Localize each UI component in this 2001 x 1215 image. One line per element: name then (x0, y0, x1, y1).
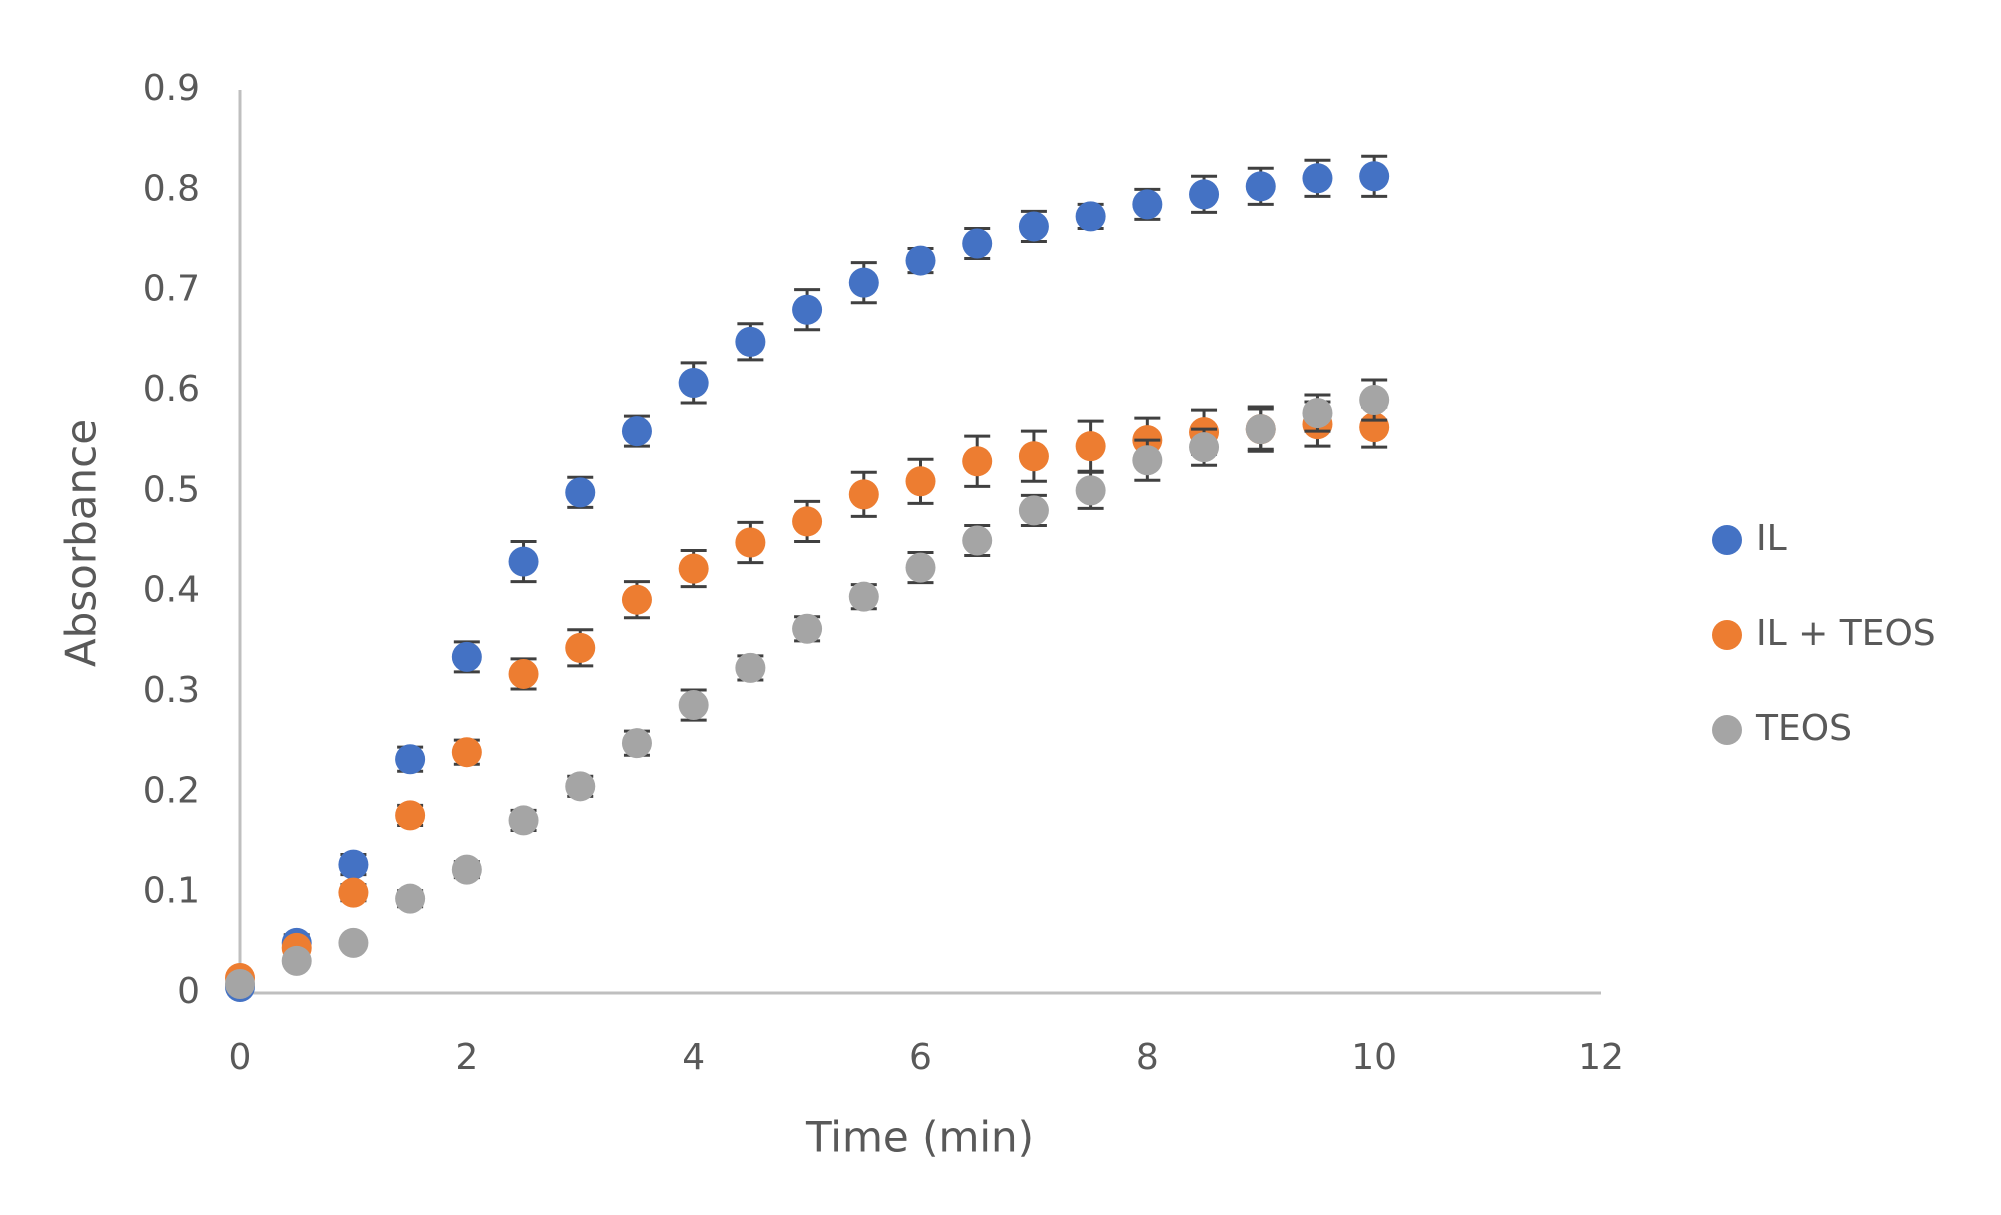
point (395, 744, 426, 775)
point (962, 446, 993, 477)
point (848, 267, 879, 298)
point (1075, 201, 1106, 232)
y-tick-label: 0.2 (143, 770, 200, 811)
point (735, 652, 766, 683)
point (1359, 161, 1390, 192)
point (962, 525, 993, 556)
point (1302, 398, 1333, 429)
point (508, 658, 539, 689)
y-tick-label: 0.3 (143, 670, 200, 711)
point (735, 527, 766, 558)
x-tick-label: 8 (1136, 1037, 1159, 1078)
point (621, 584, 652, 615)
point (1018, 211, 1049, 242)
x-tick-label: 0 (229, 1037, 252, 1078)
y-tick-label: 0.5 (143, 469, 200, 510)
point (735, 326, 766, 357)
point (1075, 431, 1106, 462)
point (905, 245, 936, 276)
point (338, 849, 369, 880)
point (281, 945, 312, 976)
point (1245, 171, 1276, 202)
y-tick-label: 0.8 (143, 168, 200, 209)
point (1189, 432, 1220, 463)
x-axis-title: Time (min) (805, 1113, 1034, 1162)
point (905, 552, 936, 583)
point (338, 927, 369, 958)
point (338, 877, 369, 908)
point (792, 506, 823, 537)
point (678, 690, 709, 721)
legend-label: IL + TEOS (1756, 613, 1936, 654)
point (451, 854, 482, 885)
point (678, 367, 709, 398)
point (565, 477, 596, 508)
point (1018, 495, 1049, 526)
x-tick-label: 6 (909, 1037, 932, 1078)
point (395, 800, 426, 831)
y-tick-label: 0.1 (143, 871, 200, 912)
point (508, 805, 539, 836)
legend-marker (1712, 525, 1742, 555)
point (508, 546, 539, 577)
point (1359, 385, 1390, 416)
point (621, 416, 652, 447)
point (678, 553, 709, 584)
x-tick-label: 12 (1578, 1037, 1624, 1078)
x-tick-label: 2 (455, 1037, 478, 1078)
point (451, 737, 482, 768)
point (848, 479, 879, 510)
legend-label: IL (1756, 518, 1787, 559)
point (1189, 179, 1220, 210)
point (1302, 163, 1333, 194)
point (1245, 414, 1276, 445)
point (565, 632, 596, 663)
y-tick-label: 0 (177, 971, 200, 1012)
y-tick-label: 0.7 (143, 269, 200, 310)
y-axis-title: Absorbance (57, 419, 106, 667)
point (225, 968, 255, 999)
x-tick-label: 4 (682, 1037, 705, 1078)
point (962, 228, 993, 259)
point (395, 883, 426, 914)
y-tick-label: 0.4 (143, 570, 200, 611)
legend-label: TEOS (1755, 708, 1852, 749)
y-tick-label: 0.6 (143, 369, 200, 410)
point (1075, 475, 1106, 506)
x-tick-label: 10 (1351, 1037, 1397, 1078)
point (848, 581, 879, 612)
point (1132, 445, 1163, 476)
point (792, 613, 823, 644)
point (1018, 441, 1049, 472)
legend-marker (1712, 715, 1742, 745)
point (451, 641, 482, 672)
y-tick-label: 0.9 (143, 68, 200, 109)
point (565, 771, 596, 802)
point (1132, 189, 1163, 220)
legend-marker (1712, 620, 1742, 650)
point (905, 466, 936, 497)
point (621, 728, 652, 759)
point (792, 294, 823, 325)
